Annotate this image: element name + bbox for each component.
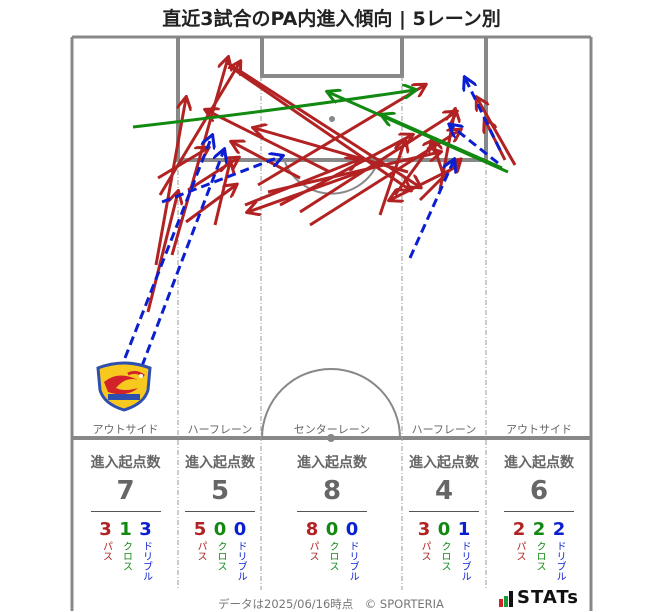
pass-count: 3 xyxy=(417,519,431,540)
cross-count: 0 xyxy=(437,519,451,540)
entry-count-header: 進入起点数 xyxy=(90,455,161,471)
entry-count-total: 8 xyxy=(322,476,342,506)
lane-label-outside-right: アウトサイド xyxy=(506,423,572,436)
pass-label: パス xyxy=(514,541,525,561)
lane-stats-outside-left: 進入起点数 7 3 パス 1 クロス 3 ドリブル xyxy=(78,452,173,581)
stats-brand-text: STATs xyxy=(517,587,579,608)
lane-stats-outside-right: 進入起点数 6 2 パス 2 クロス 2 ドリブル xyxy=(488,452,590,581)
divider xyxy=(504,511,574,512)
cross-arrows xyxy=(132,90,509,174)
lane-stats-center: 進入起点数 8 8 パス 0 クロス 0 ドリブル xyxy=(262,452,402,581)
lane-label-halfspace-right: ハーフレーン xyxy=(411,423,477,436)
chart-title: 直近3試合のPA内進入傾向 | 5レーン別 xyxy=(162,8,501,30)
cross-count: 1 xyxy=(119,519,132,540)
entry-count-total: 6 xyxy=(529,476,549,506)
pass-count: 2 xyxy=(512,519,526,540)
cross-label: クロス xyxy=(215,541,226,571)
dribble-count: 0 xyxy=(233,519,247,540)
divider xyxy=(90,511,161,512)
entry-count-total: 7 xyxy=(116,476,135,506)
pass-label: パス xyxy=(100,541,112,561)
lane-label-center: センターレーン xyxy=(293,423,371,436)
lane-stats-halfspace-right: 進入起点数 4 3 パス 0 クロス 1 ドリブル xyxy=(403,452,485,581)
vegalta-crest-icon xyxy=(96,361,152,412)
pass-label: パス xyxy=(307,541,318,561)
pass-count: 3 xyxy=(99,519,112,540)
lane-stats-halfspace-left: 進入起点数 5 5 パス 0 クロス 0 ドリブル xyxy=(180,452,260,581)
entry-count-header: 進入起点数 xyxy=(504,455,574,471)
dribble-count: 1 xyxy=(457,519,471,540)
divider xyxy=(297,511,367,512)
cross-count: 2 xyxy=(532,519,546,540)
dribble-label: ドリブル xyxy=(347,541,358,581)
stats-bar-logo-icon xyxy=(499,591,513,607)
entry-count-total: 4 xyxy=(434,476,454,506)
dribble-label: ドリブル xyxy=(554,541,565,581)
cross-count: 0 xyxy=(325,519,339,540)
divider xyxy=(409,511,479,512)
cross-label: クロス xyxy=(439,541,450,571)
lane-label-outside-left: アウトサイド xyxy=(92,423,159,436)
dribble-arrows xyxy=(123,78,502,367)
data-date-credit: データは2025/06/16時点 © SPORTERIA xyxy=(218,597,444,611)
entry-count-header: 進入起点数 xyxy=(185,455,255,471)
pass-count: 8 xyxy=(305,519,319,540)
cross-label: クロス xyxy=(534,541,545,571)
entry-count-header: 進入起点数 xyxy=(297,455,367,471)
cross-label: クロス xyxy=(120,541,132,571)
dribble-count: 3 xyxy=(139,519,152,540)
cross-label: クロス xyxy=(327,541,338,571)
divider xyxy=(185,511,255,512)
cross-count: 0 xyxy=(213,519,227,540)
dribble-count: 2 xyxy=(552,519,566,540)
stats-brand-logo: STATs xyxy=(499,589,579,607)
pass-label: パス xyxy=(419,541,430,561)
dribble-label: ドリブル xyxy=(459,541,470,581)
dribble-count: 0 xyxy=(345,519,359,540)
pass-label: パス xyxy=(195,541,206,561)
dribble-label: ドリブル xyxy=(235,541,246,581)
lane-label-halfspace-left: ハーフレーン xyxy=(187,423,253,436)
dribble-label: ドリブル xyxy=(140,541,152,581)
pass-count: 5 xyxy=(193,519,207,540)
entry-count-header: 進入起点数 xyxy=(409,455,479,471)
entry-count-total: 5 xyxy=(210,476,230,506)
